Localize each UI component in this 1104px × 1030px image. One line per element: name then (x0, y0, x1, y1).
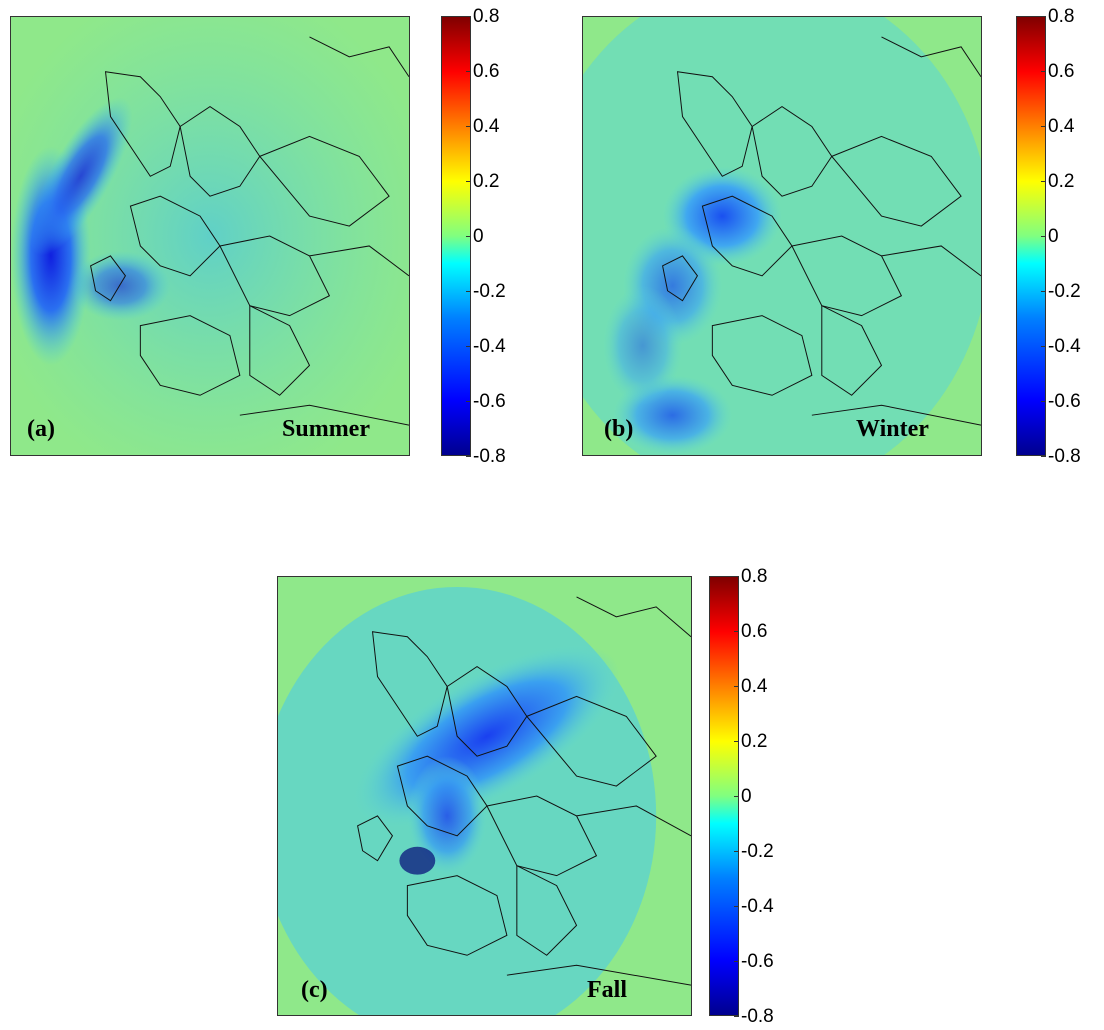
colorbar-tick-mark (1041, 71, 1046, 72)
colorbar-tick-label: 0.2 (741, 731, 768, 752)
map-fall (277, 576, 692, 1016)
colorbar-tick-mark (466, 71, 471, 72)
colorbar-tick-label: 0.8 (741, 566, 768, 587)
colorbar-tick-label: -0.4 (473, 336, 506, 357)
colorbar-tick-mark (466, 346, 471, 347)
colorbar-tick-mark (734, 686, 739, 687)
colorbar-tick-mark (1041, 346, 1046, 347)
colorbar-tick-label: 0.8 (473, 6, 500, 27)
colorbar-tick-mark (734, 741, 739, 742)
colorbar-tick-mark (1041, 16, 1046, 17)
colorbar-tick-label: -0.8 (741, 1006, 774, 1027)
colorbar-tick-label: 0.4 (741, 676, 768, 697)
colorbar-tick-mark (466, 291, 471, 292)
colorbar-tick-mark (734, 906, 739, 907)
panel-label-b: (b) (604, 416, 634, 442)
colorbar-tick-mark (734, 961, 739, 962)
colorbar-tick-label: 0.4 (1048, 116, 1075, 137)
colorbar-tick-label: -0.2 (473, 281, 506, 302)
season-label-fall: Fall (587, 977, 627, 1003)
colorbar-tick-mark (1041, 291, 1046, 292)
panel-label-c: (c) (301, 977, 328, 1003)
colorbar-tick-mark (1041, 401, 1046, 402)
season-label-summer: Summer (282, 416, 370, 442)
colorbar-tick-mark (734, 796, 739, 797)
colorbar-tick-label: 0 (473, 226, 484, 247)
colorbar-tick-label: 0.2 (473, 171, 500, 192)
colorbar-tick-label: 0.8 (1048, 6, 1075, 27)
colorbar-tick-label: -0.8 (473, 446, 506, 467)
colorbar-tick-label: -0.2 (1048, 281, 1081, 302)
map-fall-field (278, 577, 691, 1015)
colorbar-tick-mark (466, 16, 471, 17)
colorbar-tick-label: -0.6 (741, 951, 774, 972)
colorbar-tick-mark (734, 576, 739, 577)
map-winter (582, 16, 982, 456)
colorbar-tick-mark (466, 456, 471, 457)
colorbar-tick-label: 0.6 (473, 61, 500, 82)
colorbar-tick-mark (1041, 181, 1046, 182)
colorbar-tick-label: -0.6 (473, 391, 506, 412)
colorbar-tick-mark (1041, 126, 1046, 127)
colorbar-tick-mark (466, 236, 471, 237)
colorbar-tick-label: 0 (741, 786, 752, 807)
season-label-winter: Winter (856, 416, 929, 442)
colorbar-tick-label: -0.4 (741, 896, 774, 917)
map-summer-field (11, 17, 409, 455)
colorbar-tick-mark (1041, 456, 1046, 457)
colorbar-tick-mark (734, 851, 739, 852)
colorbar-tick-mark (466, 181, 471, 182)
colorbar-tick-label: 0.4 (473, 116, 500, 137)
colorbar-tick-label: 0.6 (1048, 61, 1075, 82)
colorbar-tick-mark (466, 126, 471, 127)
colorbar-tick-label: 0.2 (1048, 171, 1075, 192)
colorbar-tick-mark (1041, 236, 1046, 237)
colorbar-tick-label: 0.6 (741, 621, 768, 642)
map-winter-field (583, 17, 981, 455)
colorbar-tick-mark (466, 401, 471, 402)
panel-label-a: (a) (27, 416, 55, 442)
colorbar-tick-label: -0.8 (1048, 446, 1081, 467)
map-summer (10, 16, 410, 456)
colorbar-tick-label: -0.6 (1048, 391, 1081, 412)
colorbar-tick-label: 0 (1048, 226, 1059, 247)
colorbar-tick-label: -0.2 (741, 841, 774, 862)
colorbar-tick-label: -0.4 (1048, 336, 1081, 357)
colorbar-tick-mark (734, 1016, 739, 1017)
colorbar-tick-mark (734, 631, 739, 632)
